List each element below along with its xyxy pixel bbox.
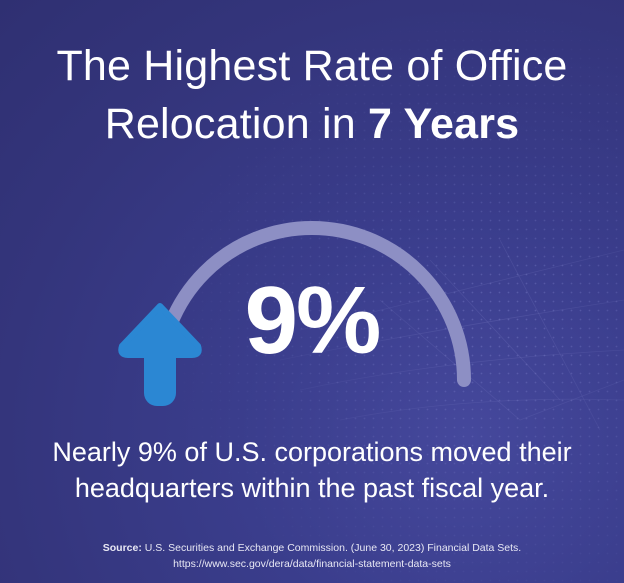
stat-value: 9%	[244, 267, 382, 374]
source-citation: Source: U.S. Securities and Exchange Com…	[0, 540, 624, 556]
source-url-link[interactable]: https://www.sec.gov/dera/data/financial-…	[173, 558, 451, 570]
title-line-1: The Highest Rate of Office	[56, 42, 568, 90]
gauge-track	[153, 221, 471, 387]
title-line-2: Relocation in 7 Years	[0, 98, 624, 150]
source-text: U.S. Securities and Exchange Commission.…	[141, 542, 522, 554]
title-highlight: 7 Years	[368, 100, 520, 148]
title-line-2-text: Relocation in	[104, 100, 369, 148]
source-label: Source:	[102, 542, 142, 554]
up-arrow-icon	[118, 303, 202, 406]
description-line-2: headquarters within the past fiscal year…	[74, 473, 550, 503]
description-line-1: Nearly 9% of U.S. corporations moved the…	[52, 437, 572, 467]
